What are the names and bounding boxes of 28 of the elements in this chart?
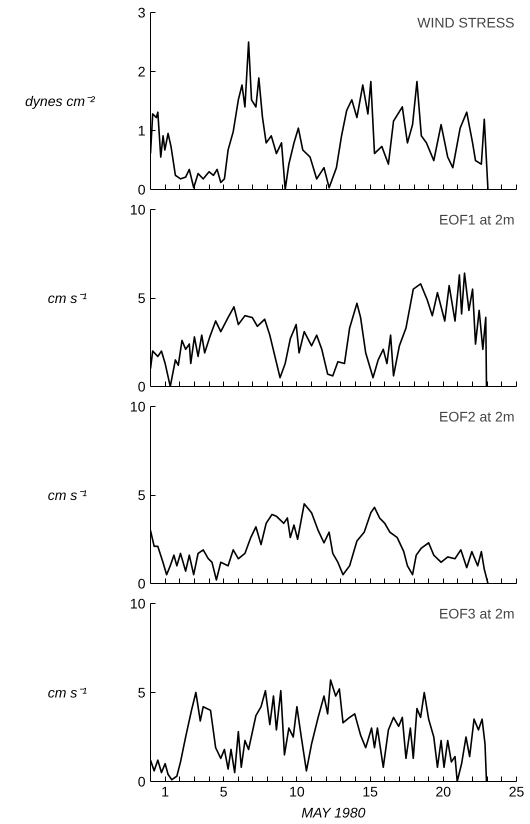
chart-title: EOF3 at 2m <box>439 606 514 622</box>
y-tick-label: 10 <box>130 596 146 612</box>
x-tick-label: 20 <box>436 784 452 800</box>
x-axis-title: MAY 1980 <box>301 804 366 820</box>
chart-title: EOF2 at 2m <box>439 408 514 424</box>
x-tick-label: 15 <box>362 784 378 800</box>
y-tick-label: 5 <box>138 290 146 306</box>
y-tick-label: 5 <box>138 487 146 503</box>
y-tick-label: 0 <box>138 774 146 790</box>
x-tick-label: 5 <box>220 784 228 800</box>
y-tick-label: 0 <box>138 576 146 592</box>
chart-title: WIND STRESS <box>417 14 515 30</box>
y-tick-label: 1 <box>138 122 146 138</box>
x-tick-label: 25 <box>508 784 524 800</box>
x-tick-label: 1 <box>161 784 170 800</box>
y-tick-label: 0 <box>138 182 146 198</box>
y-axis-title: cm s⁻¹ <box>48 290 88 306</box>
chart-title: EOF1 at 2m <box>439 212 514 228</box>
y-tick-label: 10 <box>130 202 146 218</box>
y-axis-title: cm s⁻¹ <box>48 487 88 503</box>
y-tick-label: 0 <box>138 378 146 394</box>
y-tick-label: 5 <box>138 684 146 700</box>
y-tick-label: 2 <box>138 64 146 80</box>
y-tick-label: 10 <box>130 398 146 414</box>
y-axis-title: cm s⁻¹ <box>48 684 88 700</box>
y-tick-label: 3 <box>138 4 146 20</box>
x-tick-label: 10 <box>289 784 305 800</box>
y-axis-title: dynes cm⁻² <box>25 93 96 109</box>
